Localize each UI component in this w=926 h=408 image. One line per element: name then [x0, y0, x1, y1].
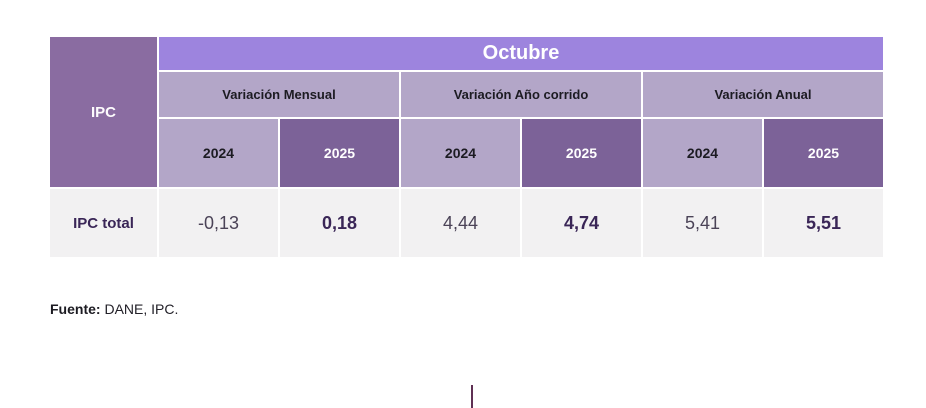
month-header: Octubre — [159, 37, 883, 70]
year-header-mensual-2025: 2025 — [280, 119, 399, 187]
table-corner-header: IPC — [50, 37, 157, 187]
text-cursor[interactable] — [471, 385, 473, 408]
group-header-variacion-anual: Variación Anual — [643, 72, 883, 117]
source-text: DANE, IPC. — [100, 301, 179, 317]
value-mensual-2025: 0,18 — [280, 189, 399, 257]
ipc-table: IPC Octubre Variación Mensual Variación … — [50, 37, 883, 257]
year-header-ano-corrido-2024: 2024 — [401, 119, 520, 187]
year-header-anual-2024: 2024 — [643, 119, 762, 187]
value-mensual-2024: -0,13 — [159, 189, 278, 257]
source-note: Fuente: DANE, IPC. — [50, 301, 178, 317]
year-header-anual-2025: 2025 — [764, 119, 883, 187]
year-header-mensual-2024: 2024 — [159, 119, 278, 187]
value-anual-2024: 5,41 — [643, 189, 762, 257]
value-ano-corrido-2025: 4,74 — [522, 189, 641, 257]
group-header-variacion-mensual: Variación Mensual — [159, 72, 399, 117]
source-label: Fuente: — [50, 301, 101, 317]
group-header-variacion-ano-corrido: Variación Año corrido — [401, 72, 641, 117]
value-anual-2025: 5,51 — [764, 189, 883, 257]
row-label-ipc-total: IPC total — [50, 189, 157, 257]
year-header-ano-corrido-2025: 2025 — [522, 119, 641, 187]
value-ano-corrido-2024: 4,44 — [401, 189, 520, 257]
